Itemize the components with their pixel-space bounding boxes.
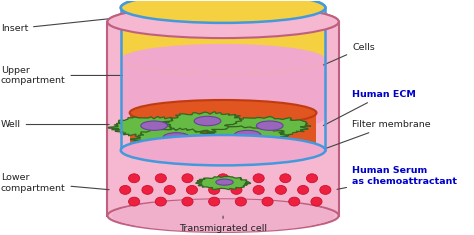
Ellipse shape [298, 185, 309, 194]
Ellipse shape [186, 185, 198, 194]
Ellipse shape [194, 116, 221, 126]
Ellipse shape [121, 44, 325, 74]
Ellipse shape [188, 149, 194, 155]
Ellipse shape [234, 130, 261, 140]
Ellipse shape [155, 197, 166, 206]
Ellipse shape [121, 0, 325, 23]
Ellipse shape [121, 102, 325, 133]
Text: Human Serum
as chemoattractant: Human Serum as chemoattractant [337, 166, 457, 189]
Text: Upper
compartment: Upper compartment [0, 66, 122, 85]
Ellipse shape [130, 100, 317, 126]
Text: Lower
compartment: Lower compartment [0, 173, 109, 193]
Ellipse shape [280, 174, 291, 183]
Ellipse shape [141, 121, 167, 130]
Ellipse shape [218, 174, 228, 183]
Ellipse shape [121, 135, 325, 165]
Ellipse shape [231, 185, 242, 194]
Ellipse shape [172, 149, 178, 155]
Ellipse shape [300, 149, 306, 155]
Bar [121, 59, 325, 118]
Ellipse shape [108, 5, 339, 38]
Text: Well: Well [0, 120, 109, 129]
Ellipse shape [142, 185, 153, 194]
Ellipse shape [155, 174, 166, 183]
Ellipse shape [289, 197, 300, 206]
Ellipse shape [253, 174, 264, 183]
Ellipse shape [204, 149, 210, 155]
Ellipse shape [320, 185, 331, 194]
Ellipse shape [128, 197, 140, 206]
Polygon shape [109, 117, 194, 138]
Polygon shape [162, 112, 247, 132]
Ellipse shape [209, 197, 220, 206]
Text: Filter membrane: Filter membrane [324, 120, 431, 149]
Ellipse shape [268, 149, 274, 155]
Ellipse shape [121, 0, 325, 23]
Ellipse shape [307, 174, 318, 183]
Ellipse shape [262, 197, 273, 206]
Ellipse shape [209, 185, 220, 194]
Ellipse shape [121, 44, 325, 74]
Ellipse shape [284, 149, 290, 155]
Text: Insert: Insert [0, 17, 122, 33]
Ellipse shape [182, 174, 193, 183]
Ellipse shape [216, 179, 233, 185]
Ellipse shape [112, 199, 334, 232]
Bar [108, 22, 339, 216]
Polygon shape [130, 128, 217, 149]
Text: Human ECM: Human ECM [323, 90, 416, 125]
Polygon shape [225, 117, 311, 137]
Ellipse shape [275, 185, 286, 194]
Ellipse shape [130, 137, 317, 163]
Ellipse shape [156, 149, 162, 155]
Ellipse shape [235, 197, 246, 206]
Ellipse shape [163, 133, 190, 142]
Ellipse shape [256, 121, 283, 130]
Ellipse shape [125, 136, 321, 164]
Polygon shape [203, 126, 289, 147]
Ellipse shape [182, 197, 193, 206]
Ellipse shape [311, 197, 322, 206]
Ellipse shape [140, 149, 146, 155]
Text: Cells: Cells [323, 43, 375, 65]
Ellipse shape [252, 149, 258, 155]
Bar [121, 8, 325, 59]
Ellipse shape [220, 149, 226, 155]
Ellipse shape [253, 185, 264, 194]
Ellipse shape [108, 199, 339, 232]
Bar [130, 113, 317, 150]
Ellipse shape [128, 174, 140, 183]
Ellipse shape [108, 5, 339, 38]
Ellipse shape [119, 185, 131, 194]
Text: Transmigrated cell: Transmigrated cell [179, 216, 267, 233]
Ellipse shape [236, 149, 242, 155]
Polygon shape [196, 176, 251, 190]
Ellipse shape [164, 185, 175, 194]
